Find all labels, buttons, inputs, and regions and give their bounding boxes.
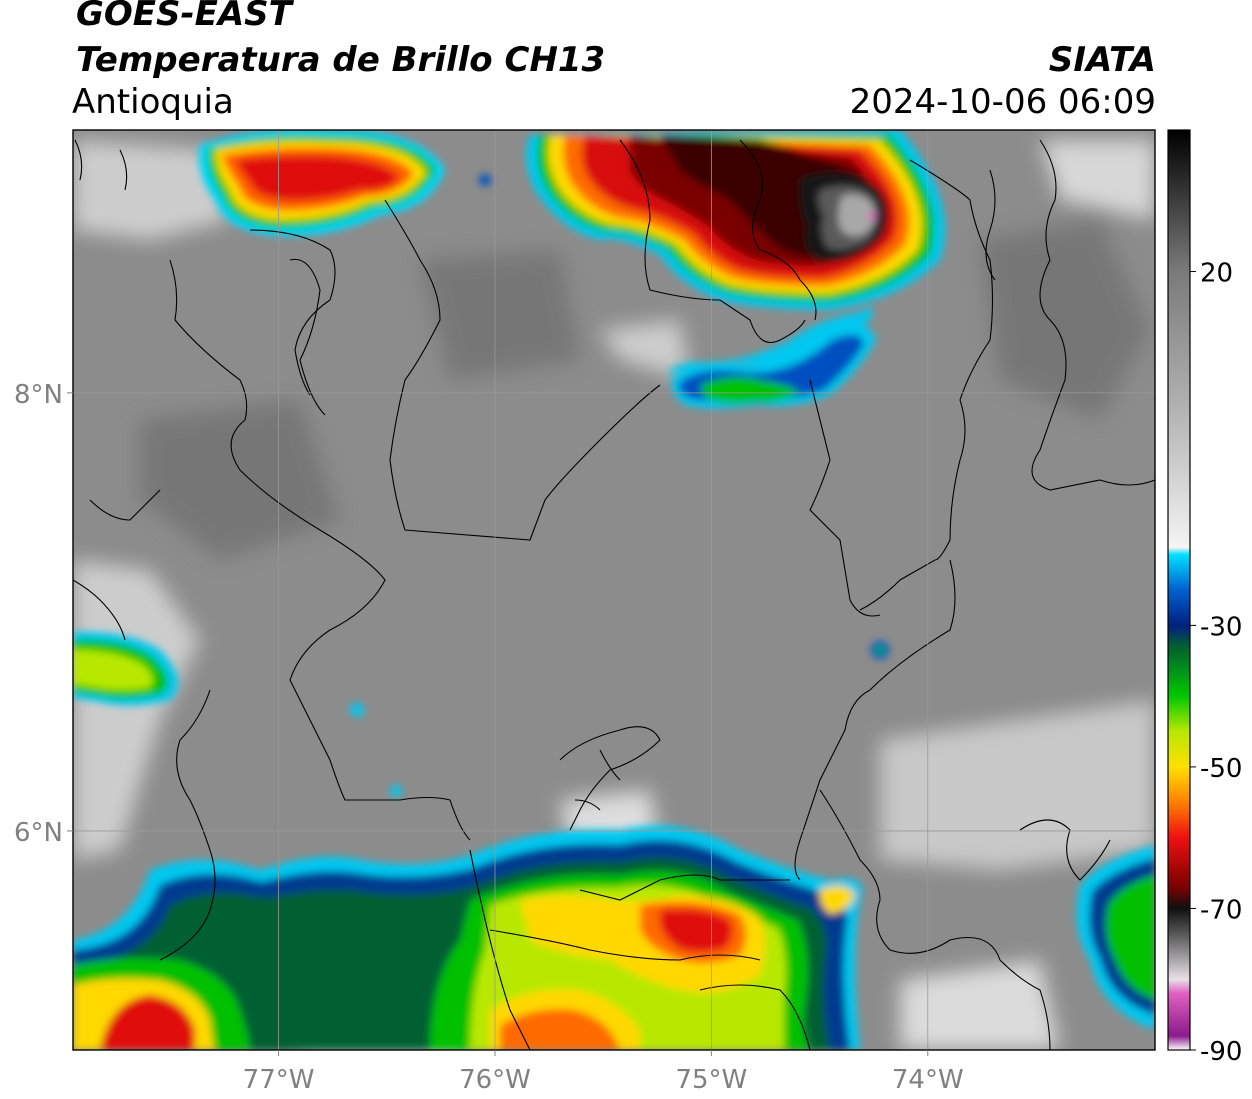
colorbar	[1167, 129, 1191, 1051]
product-title: Temperatura de Brillo CH13	[76, 40, 606, 80]
colorbar-ticks: 20 -30 -50 -70 -90	[1190, 259, 1242, 1067]
map-frame	[72, 129, 1156, 1051]
latitude-ticks: 8°N 6°N	[14, 380, 73, 848]
lat-tick-label: 8°N	[14, 380, 63, 410]
datetime-label: 2024-10-06 06:09	[849, 82, 1156, 122]
colorbar-tick-label: -90	[1200, 1037, 1242, 1067]
colorbar-tick-label: -30	[1200, 612, 1242, 642]
se-cell	[1076, 845, 1155, 1030]
colorbar-tick-label: -70	[1200, 895, 1242, 925]
storm-caribbean-nw	[199, 130, 445, 236]
storm-bolivar-core	[526, 130, 945, 310]
lon-tick-label: 74°W	[892, 1065, 964, 1095]
darker-cloud-areas	[140, 220, 1150, 560]
satellite-title: GOES-EAST	[76, 0, 292, 34]
lon-tick-label: 76°W	[459, 1065, 531, 1095]
southern-band	[73, 825, 862, 1050]
lon-tick-label: 77°W	[243, 1065, 315, 1095]
map-gridlines	[73, 130, 1155, 1050]
map-area	[73, 130, 1155, 1050]
lat-tick-label: 6°N	[14, 818, 63, 848]
region-title: Antioquia	[72, 82, 234, 122]
colorbar-tick-label: 20	[1200, 259, 1233, 289]
lon-tick-label: 75°W	[675, 1065, 747, 1095]
longitude-ticks: 77°W 76°W 75°W 74°W	[243, 1050, 964, 1095]
colorbar-tick-label: -50	[1200, 754, 1242, 784]
organization-label: SIATA	[1048, 40, 1156, 80]
choco-cell	[73, 631, 178, 706]
cold-band-mid	[669, 307, 876, 409]
small-cells	[350, 174, 889, 797]
